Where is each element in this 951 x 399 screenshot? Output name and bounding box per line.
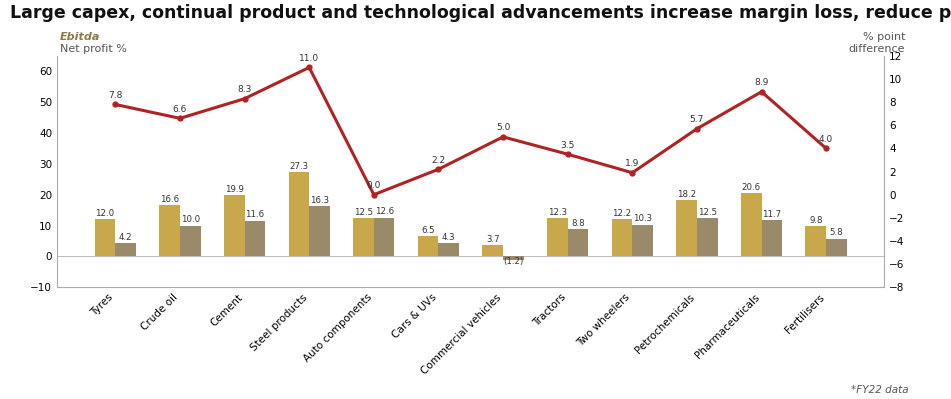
Text: 5.7: 5.7 bbox=[689, 115, 704, 124]
Text: 16.3: 16.3 bbox=[310, 196, 329, 205]
Text: 8.3: 8.3 bbox=[238, 85, 252, 94]
Bar bbox=[482, 245, 503, 257]
Text: 4.3: 4.3 bbox=[442, 233, 456, 242]
Text: 12.2: 12.2 bbox=[612, 209, 631, 217]
Bar bbox=[438, 243, 459, 257]
Bar bbox=[353, 218, 374, 257]
Text: 20.6: 20.6 bbox=[742, 183, 761, 192]
Text: 11.6: 11.6 bbox=[245, 210, 264, 219]
Text: 5.0: 5.0 bbox=[495, 123, 511, 132]
Text: % point: % point bbox=[863, 32, 905, 42]
Bar bbox=[676, 200, 697, 257]
Text: 6.5: 6.5 bbox=[421, 226, 435, 235]
Bar bbox=[180, 225, 201, 257]
Bar bbox=[309, 206, 330, 257]
Text: 8.8: 8.8 bbox=[572, 219, 585, 228]
Text: (1.2): (1.2) bbox=[503, 257, 523, 267]
Text: difference: difference bbox=[849, 44, 905, 54]
Text: Ebitda: Ebitda bbox=[60, 32, 100, 42]
Text: 16.6: 16.6 bbox=[160, 195, 179, 204]
Bar bbox=[417, 236, 438, 257]
Bar bbox=[697, 218, 718, 257]
Text: 1.9: 1.9 bbox=[625, 159, 639, 168]
Text: 6.6: 6.6 bbox=[173, 105, 187, 114]
Text: 9.8: 9.8 bbox=[809, 216, 823, 225]
Text: 10.3: 10.3 bbox=[633, 214, 652, 223]
Text: 12.5: 12.5 bbox=[698, 207, 717, 217]
Bar bbox=[826, 239, 846, 257]
Text: 7.8: 7.8 bbox=[108, 91, 123, 100]
Text: 12.6: 12.6 bbox=[375, 207, 394, 216]
Text: 11.0: 11.0 bbox=[300, 54, 320, 63]
Text: Large capex, continual product and technological advancements increase margin lo: Large capex, continual product and techn… bbox=[10, 4, 951, 22]
Bar bbox=[568, 229, 589, 257]
Bar bbox=[374, 217, 395, 257]
Text: 3.7: 3.7 bbox=[486, 235, 499, 244]
Text: 8.9: 8.9 bbox=[754, 78, 768, 87]
Bar bbox=[632, 225, 653, 257]
Bar bbox=[741, 193, 762, 257]
Bar bbox=[805, 226, 826, 257]
Bar bbox=[503, 257, 524, 260]
Text: 10.0: 10.0 bbox=[181, 215, 200, 224]
Bar bbox=[762, 220, 783, 257]
Text: 18.2: 18.2 bbox=[677, 190, 696, 199]
Bar bbox=[547, 219, 568, 257]
Bar bbox=[95, 219, 115, 257]
Text: 19.9: 19.9 bbox=[224, 185, 243, 194]
Text: 12.5: 12.5 bbox=[354, 207, 373, 217]
Text: 12.0: 12.0 bbox=[95, 209, 114, 218]
Text: 5.8: 5.8 bbox=[829, 228, 844, 237]
Text: 0.0: 0.0 bbox=[367, 181, 381, 190]
Bar bbox=[159, 205, 180, 257]
Text: Net profit %: Net profit % bbox=[60, 44, 126, 54]
Bar bbox=[244, 221, 265, 257]
Text: 12.3: 12.3 bbox=[548, 208, 567, 217]
Text: 2.2: 2.2 bbox=[432, 156, 445, 165]
Bar bbox=[115, 243, 136, 257]
Text: 27.3: 27.3 bbox=[289, 162, 308, 171]
Text: 4.2: 4.2 bbox=[119, 233, 132, 242]
Text: 3.5: 3.5 bbox=[560, 140, 574, 150]
Text: 11.7: 11.7 bbox=[763, 210, 782, 219]
Text: 4.0: 4.0 bbox=[819, 135, 833, 144]
Bar bbox=[288, 172, 309, 257]
Text: *FY22 data: *FY22 data bbox=[850, 385, 908, 395]
Bar bbox=[223, 195, 244, 257]
Bar bbox=[611, 219, 632, 257]
